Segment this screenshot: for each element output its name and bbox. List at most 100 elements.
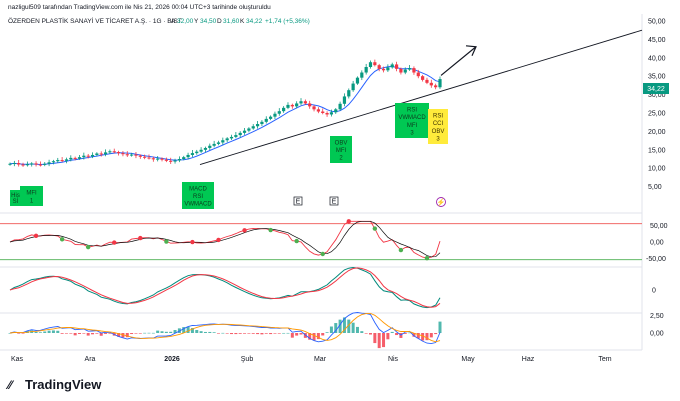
macd-histogram-bar [277, 333, 281, 334]
candle-body [156, 158, 160, 160]
ohlc-change: +1,74 (+5,36%) [265, 18, 310, 25]
macd-histogram-bar [147, 332, 151, 334]
crossover-dot [398, 247, 404, 253]
signal-box-text: MACD [189, 187, 207, 193]
crossover-dot [268, 227, 273, 233]
crossover-dot [164, 239, 169, 244]
candle-body [321, 111, 325, 113]
crossover-dot [242, 228, 247, 233]
candle-body [360, 72, 364, 78]
macd-histogram-bar [338, 319, 342, 333]
earnings-marker-label: E [332, 199, 337, 206]
moving-average-line [9, 65, 441, 166]
macd-signal-line [9, 312, 441, 343]
candle-body [108, 151, 112, 153]
signal-box-text: 1 [30, 198, 34, 204]
candle-body [77, 157, 82, 159]
macd-histogram-bar [199, 331, 203, 333]
last-price-badge: 34,22 [643, 83, 669, 94]
candle-body [425, 79, 429, 83]
crossover-dot [346, 219, 351, 224]
macd-histogram-bar [377, 333, 381, 349]
candle-body [386, 67, 390, 71]
crossover-dot [424, 255, 430, 261]
pane3-tick: 2,50 [650, 313, 664, 320]
macd-histogram-bar [273, 333, 277, 334]
macd-histogram-bar [351, 322, 355, 333]
candle-body [64, 159, 69, 161]
candle-body [269, 116, 273, 119]
macd-histogram-bar [64, 333, 68, 334]
candle-body [308, 103, 312, 107]
lightning-glyph-icon: ⚡ [437, 198, 446, 207]
pane1-tick: 0,00 [650, 240, 664, 247]
price-tick-label: 20,00 [648, 129, 666, 136]
time-axis[interactable]: Kas Ara 2026 Şub Mar Nis May Haz Tem [11, 356, 612, 363]
crossover-dot [216, 237, 221, 243]
price-axis[interactable]: 50,00 45,00 40,00 35,00 30,00 25,00 20,00 15,00… [648, 19, 666, 192]
macd-histogram-bar [325, 332, 329, 333]
candle-body [438, 79, 442, 88]
candle-body [190, 153, 195, 155]
candle-body [43, 163, 47, 165]
macd-histogram-bar [269, 333, 273, 335]
oscillator-pane-2: 0 [9, 266, 656, 309]
candle-body [212, 143, 216, 146]
macd-histogram-bar [190, 328, 194, 333]
candle-body [364, 67, 368, 73]
macd-histogram-bar [295, 333, 299, 336]
macd-histogram-bar [342, 317, 346, 333]
candle-body [429, 82, 433, 86]
candle-body [12, 163, 16, 165]
signal-box-text: VWMACD [184, 202, 212, 208]
macd-histogram-bar [156, 330, 160, 333]
macd-histogram-bar [308, 333, 312, 340]
macd-histogram-bar [412, 333, 416, 337]
last-price-value: 34,22 [647, 86, 665, 93]
macd-histogram-bar [60, 333, 64, 334]
signal-box-text: RSI [433, 114, 443, 120]
signal-box-text: MFI [407, 123, 418, 129]
candle-body [434, 85, 438, 88]
macd-histogram-bar [143, 332, 147, 334]
candle-body [303, 101, 307, 104]
ohlc-close-label: K [240, 18, 245, 25]
crossover-dot [294, 238, 299, 244]
candle-body [69, 157, 73, 160]
pane1-tick: -50,00 [646, 256, 666, 263]
macd-histogram-bar [256, 333, 260, 335]
macd-histogram-bar [230, 333, 234, 335]
ohlc-high-label: Y [194, 18, 199, 25]
macd-histogram-bar [195, 329, 199, 333]
signal-box-green [182, 182, 214, 209]
price-tick-label: 15,00 [648, 147, 666, 154]
macd-histogram-bar [247, 333, 251, 334]
time-tick-label: Tem [598, 356, 611, 363]
candle-body [273, 113, 277, 117]
macd-histogram-bar [225, 333, 229, 334]
brand-logo[interactable]: ⁄⁄ TradingView [5, 377, 102, 392]
ohlc-close: 34,22 [246, 18, 263, 25]
candle-body [295, 103, 299, 107]
candle-body [34, 163, 38, 165]
candle-body [177, 159, 181, 161]
macd-histogram-bar [138, 333, 142, 334]
up-arrow-head-icon [465, 45, 477, 57]
macd-histogram-bar [160, 331, 164, 333]
macd-histogram-bar [108, 333, 112, 334]
crossover-dot [33, 233, 39, 239]
crossover-dot [372, 226, 378, 231]
macd-histogram-bar [86, 333, 90, 336]
macd-histogram-bar [421, 333, 425, 341]
macd-histogram-bar [77, 333, 81, 334]
oscillator2-line-teal [9, 266, 441, 309]
signal-box-text: His [11, 193, 20, 199]
macd-pane: 2,50 0,00 [8, 312, 664, 349]
candle-body [381, 68, 386, 71]
time-tick-label: Kas [11, 356, 24, 363]
earnings-marker-box [329, 196, 339, 206]
macd-histogram-bar [82, 333, 86, 334]
candle-body [403, 69, 407, 73]
candle-body [338, 103, 342, 110]
